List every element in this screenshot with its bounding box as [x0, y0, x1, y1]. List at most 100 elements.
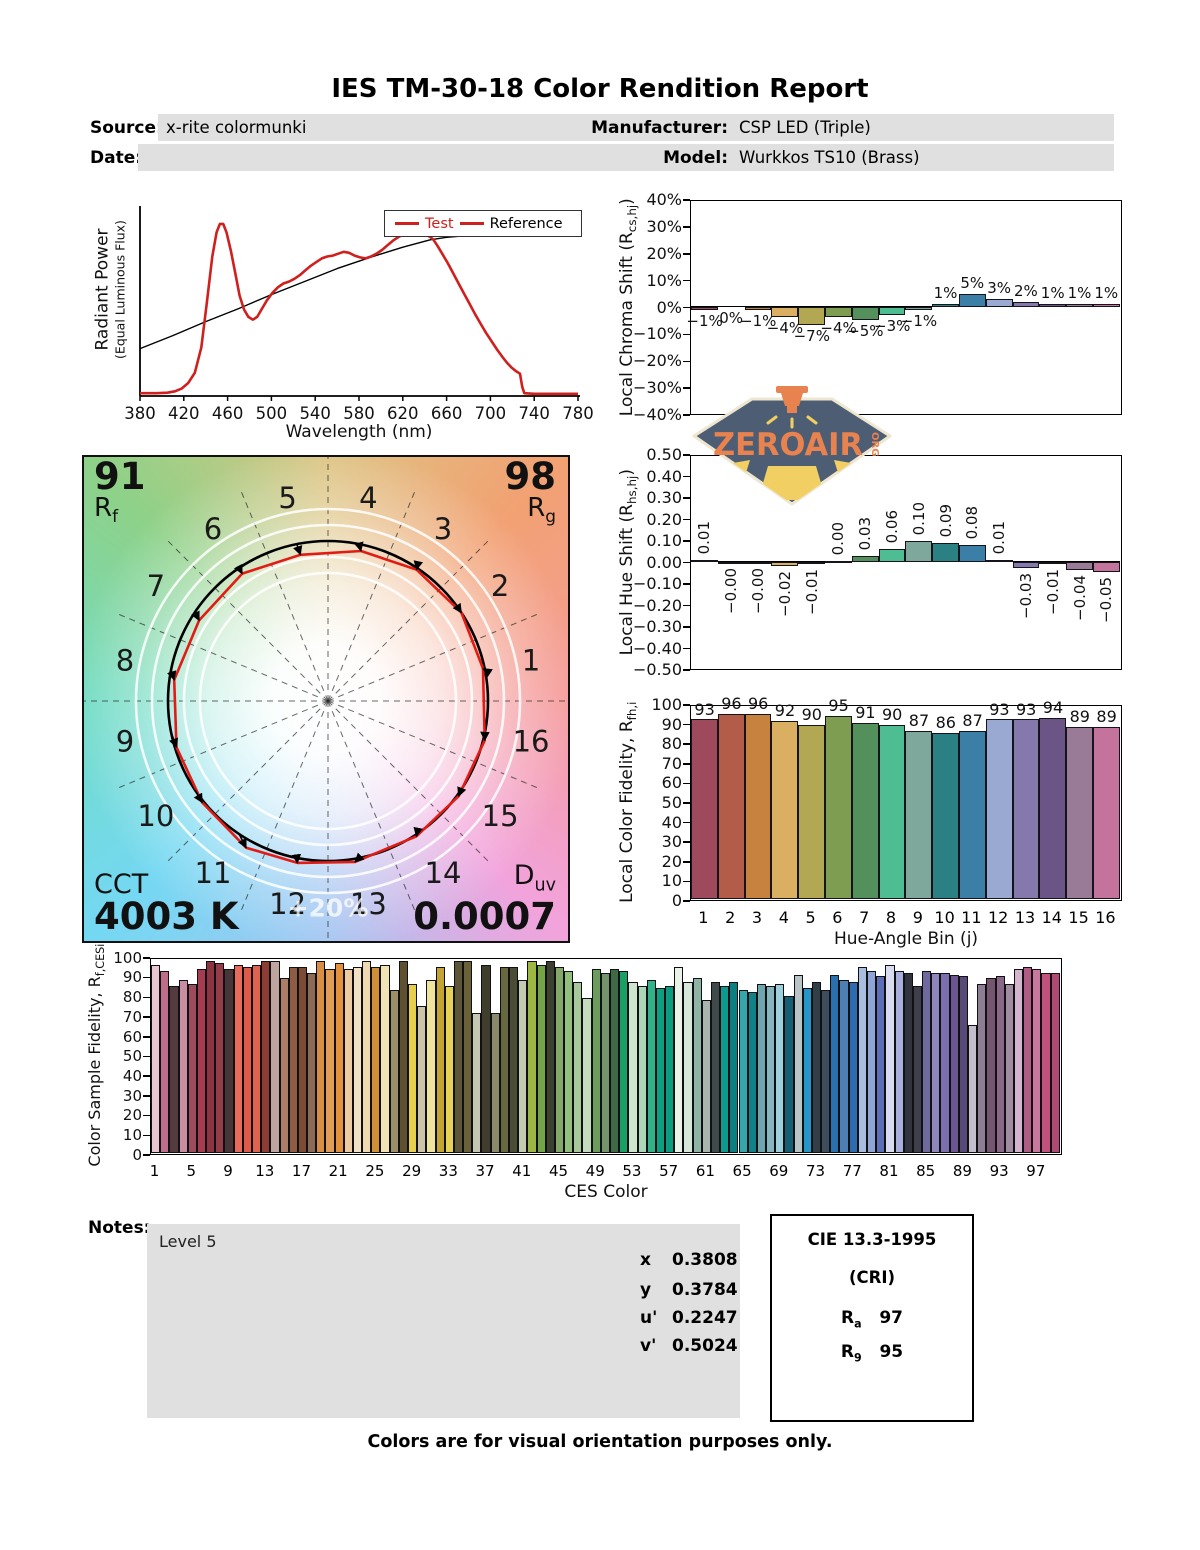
x-tick-label: 97 [1026, 1162, 1046, 1180]
bar-value-label: −1% [900, 311, 938, 330]
bar [717, 713, 745, 899]
bar [744, 561, 772, 564]
y-tick-label: 80 [661, 734, 682, 754]
bar [609, 968, 620, 1153]
bar-value-label: 93 [989, 699, 1010, 719]
bar [251, 964, 262, 1153]
bar [380, 964, 390, 1153]
y-tick-mark [683, 626, 690, 628]
y-tick-mark [683, 604, 690, 607]
y-tick-mark [683, 253, 690, 255]
bar-value-label: 92 [774, 701, 796, 721]
bar [949, 974, 959, 1153]
y-tick-mark [143, 1036, 150, 1038]
bar [316, 960, 326, 1153]
bar-value-label: −1% [686, 311, 723, 330]
coord-y-label: y [640, 1280, 652, 1300]
bar [463, 960, 473, 1153]
rf-readout: 91 Rf [94, 455, 146, 527]
y-tick-mark [143, 1095, 150, 1097]
bar [1066, 304, 1093, 307]
y-tick-label: 0.40 [646, 466, 682, 486]
bar-value-label: −0.00 [749, 567, 767, 614]
bar [876, 976, 886, 1153]
bar [169, 986, 179, 1153]
bar-value-label: 90 [801, 705, 822, 725]
bar [582, 997, 592, 1153]
y-tick-mark [683, 669, 690, 671]
x-tick-label: 3 [751, 908, 763, 927]
bar [591, 968, 601, 1153]
bar [261, 960, 271, 1153]
bar [619, 970, 629, 1153]
bar [710, 982, 721, 1153]
bar [1012, 561, 1040, 569]
bar [297, 966, 308, 1153]
bar-value-label: −5% [847, 322, 884, 341]
y-tick-label: −0.20 [632, 595, 682, 615]
bar [932, 732, 959, 899]
reference-circle [166, 539, 490, 863]
y-tick-mark [143, 1016, 150, 1018]
y-tick-mark [143, 957, 150, 959]
zeroair-badge: ZEROAIR ORG [692, 386, 892, 506]
bar [985, 298, 1013, 307]
bar [747, 991, 757, 1153]
bar [564, 970, 574, 1153]
zeroair-watermark: ZEROAIR ORG [688, 386, 896, 508]
bar [1004, 984, 1014, 1153]
x-tick-label: 65 [732, 1162, 752, 1180]
bar [352, 966, 363, 1153]
x-tick-label: 11 [961, 908, 982, 927]
bar [196, 968, 207, 1153]
bar [270, 960, 280, 1153]
flashlight-icon [776, 386, 808, 413]
y-tick-mark [683, 540, 690, 542]
notes-label: Notes: [88, 1218, 151, 1238]
x-tick-label: 2 [725, 908, 736, 927]
x-tick-label: 17 [291, 1162, 311, 1180]
local-hue-shift-chart: Local Hue Shift (Rhs,hj) 0.50 0.40 0.30 0.2… [608, 445, 1128, 679]
bar [417, 1005, 427, 1153]
rg-readout: 98 Rg [504, 455, 557, 527]
coord-v-value: 0.5024 [672, 1336, 738, 1356]
cri-standard-title: CIE 13.3-1995 [807, 1230, 937, 1249]
bar-value-label: 3% [987, 278, 1011, 297]
y-tick-mark [143, 1114, 150, 1117]
bar [1093, 561, 1120, 573]
y-tick-label: 20% [646, 243, 682, 263]
hue-bin-number: 2 [491, 569, 509, 603]
bar [499, 966, 509, 1153]
bar [744, 306, 772, 310]
reference-curve [139, 232, 579, 350]
bar [729, 982, 739, 1153]
x-tick-label: 45 [548, 1162, 569, 1180]
bar-value-label: 5% [960, 273, 985, 292]
hue-bin-number: 16 [513, 724, 550, 758]
bar [959, 293, 986, 307]
hue-bin-number: 9 [116, 724, 134, 758]
bar [389, 990, 399, 1153]
x-tick-label: 61 [695, 1162, 715, 1180]
local-color-fidelity-chart: Local Color Fidelity, Rfh,i Hue-Angle Bi… [608, 694, 1128, 949]
model-label: Model: [663, 148, 728, 168]
source-value-field: x-rite colormunki [158, 114, 741, 141]
x-tick-label: 1 [149, 1162, 160, 1180]
y-tick-label: 10 [661, 871, 682, 891]
bar [187, 984, 197, 1153]
bar [851, 306, 879, 321]
x-tick-label: 9 [912, 908, 923, 927]
y-tick-label: 30 [122, 1086, 142, 1105]
bar [178, 980, 188, 1153]
x-tick-label: 49 [585, 1162, 605, 1180]
y-tick-label: 90 [122, 968, 142, 987]
ring-percent-label: +20% [288, 894, 369, 923]
y-tick-label: −0.40 [632, 638, 682, 658]
bar-value-label: 0.10 [909, 501, 928, 536]
bar [453, 960, 464, 1153]
y-tick-label: −20% [633, 351, 682, 371]
bar [995, 976, 1005, 1153]
coord-v-label: v' [640, 1336, 657, 1356]
bar-value-label: 96 [721, 693, 742, 713]
